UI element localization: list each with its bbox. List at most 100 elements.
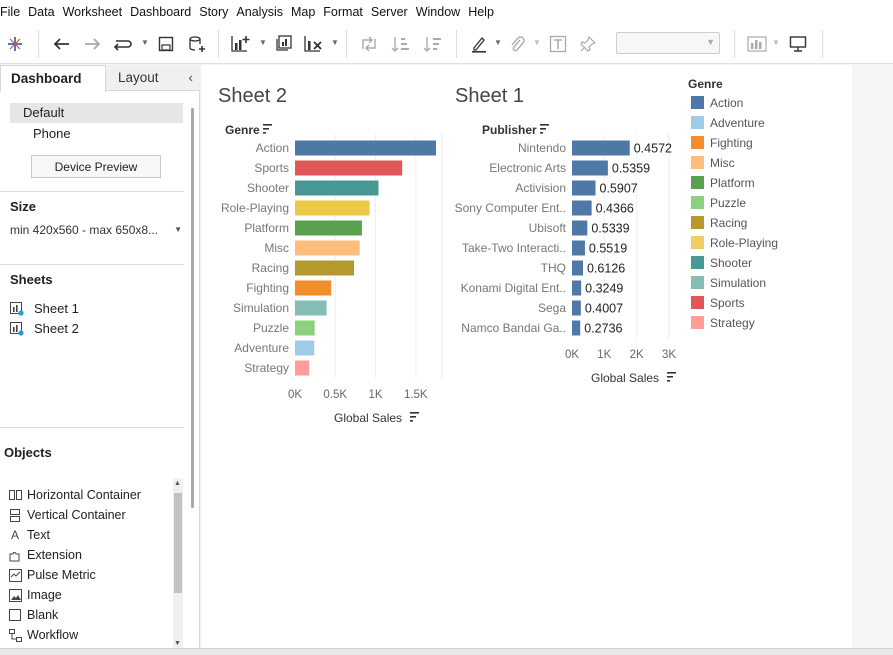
fit-dropdown[interactable]: ▼	[616, 32, 720, 54]
legend-swatch[interactable]	[691, 176, 704, 189]
bar[interactable]	[572, 160, 608, 176]
scroll-down-icon[interactable]: ▼	[174, 640, 181, 647]
sort-icon[interactable]	[540, 124, 549, 134]
category-label[interactable]: Puzzle	[253, 321, 289, 335]
bar[interactable]	[295, 280, 332, 296]
bar[interactable]	[572, 300, 581, 316]
bar[interactable]	[572, 140, 630, 156]
menu-story[interactable]: Story	[199, 5, 229, 19]
save-icon[interactable]	[155, 33, 177, 55]
object-text[interactable]: A Text	[8, 528, 50, 542]
category-label[interactable]: Racing	[252, 261, 289, 275]
bar[interactable]	[572, 240, 585, 256]
menu-data[interactable]: Data	[28, 5, 55, 19]
menu-worksheet[interactable]: Worksheet	[62, 5, 123, 19]
object-extension[interactable]: Extension	[8, 548, 82, 562]
highlight-icon[interactable]	[468, 33, 490, 55]
legend-item[interactable]: Racing	[710, 216, 747, 230]
show-me-icon[interactable]	[746, 33, 768, 55]
menu-map[interactable]: Map	[290, 5, 316, 19]
size-select[interactable]: min 420x560 - max 650x8... ▼	[10, 223, 186, 237]
tableau-logo-icon[interactable]	[4, 33, 26, 55]
legend-swatch[interactable]	[691, 96, 704, 109]
sheet1-dimension-header[interactable]: Publisher	[482, 123, 537, 137]
swap-icon[interactable]	[358, 33, 380, 55]
bar[interactable]	[295, 220, 362, 236]
legend-item[interactable]: Simulation	[710, 276, 766, 290]
new-worksheet-icon[interactable]	[230, 33, 252, 55]
category-label[interactable]: Activision	[515, 181, 566, 195]
sort-icon[interactable]	[263, 124, 272, 134]
sheet-item-2[interactable]: Sheet 2	[10, 321, 79, 336]
replay-dropdown-icon[interactable]: ▼	[141, 38, 149, 47]
highlight-dropdown-icon[interactable]: ▼	[494, 38, 502, 47]
menu-window[interactable]: Window	[415, 5, 461, 19]
category-label[interactable]: Konami Digital Ent..	[461, 281, 566, 295]
scroll-up-icon[interactable]: ▲	[174, 480, 181, 487]
category-label[interactable]: Misc	[264, 241, 289, 255]
tab-dashboard[interactable]: Dashboard	[0, 65, 106, 92]
legend-item[interactable]: Puzzle	[710, 196, 746, 210]
legend-item[interactable]: Fighting	[710, 136, 753, 150]
redo-icon[interactable]	[82, 33, 104, 55]
duplicate-sheet-icon[interactable]	[272, 33, 294, 55]
bar[interactable]	[572, 200, 592, 216]
category-label[interactable]: Adventure	[234, 341, 289, 355]
replay-icon[interactable]	[112, 33, 134, 55]
object-vertical-container[interactable]: Vertical Container	[8, 508, 126, 522]
undo-icon[interactable]	[50, 33, 72, 55]
attach-icon[interactable]	[506, 33, 528, 55]
bar[interactable]	[572, 320, 581, 336]
bar[interactable]	[295, 200, 370, 216]
category-label[interactable]: Shooter	[247, 181, 289, 195]
legend-swatch[interactable]	[691, 236, 704, 249]
bar[interactable]	[295, 180, 379, 196]
category-label[interactable]: Sports	[254, 161, 289, 175]
category-label[interactable]: Role-Playing	[221, 201, 289, 215]
legend-item[interactable]: Adventure	[710, 116, 765, 130]
bar[interactable]	[295, 140, 436, 156]
category-label[interactable]: Simulation	[233, 301, 289, 315]
device-preview-button[interactable]: Device Preview	[31, 155, 161, 178]
bar[interactable]	[572, 180, 596, 196]
sort-ascending-icon[interactable]	[390, 33, 412, 55]
category-label[interactable]: Sega	[538, 301, 566, 315]
sort-icon[interactable]	[667, 372, 676, 382]
add-datasource-icon[interactable]	[186, 33, 208, 55]
device-default[interactable]: Default	[10, 103, 183, 123]
menu-help[interactable]: Help	[468, 5, 494, 19]
category-label[interactable]: Fighting	[246, 281, 289, 295]
category-label[interactable]: THQ	[541, 261, 566, 275]
legend-item[interactable]: Misc	[710, 156, 735, 170]
legend-swatch[interactable]	[691, 216, 704, 229]
legend-item[interactable]: Role-Playing	[710, 236, 778, 250]
scrollbar-thumb[interactable]	[174, 493, 182, 593]
new-worksheet-dropdown-icon[interactable]: ▼	[259, 38, 267, 47]
sheet-item-1[interactable]: Sheet 1	[10, 301, 79, 316]
category-label[interactable]: Ubisoft	[529, 221, 567, 235]
legend-swatch[interactable]	[691, 276, 704, 289]
legend-item[interactable]: Strategy	[710, 316, 755, 330]
menu-format[interactable]: Format	[323, 5, 363, 19]
bar[interactable]	[295, 260, 355, 276]
clear-dropdown-icon[interactable]: ▼	[331, 38, 339, 47]
legend-item[interactable]: Platform	[710, 176, 755, 190]
legend-swatch[interactable]	[691, 316, 704, 329]
legend-swatch[interactable]	[691, 256, 704, 269]
bar[interactable]	[295, 340, 315, 356]
sort-descending-icon[interactable]	[422, 33, 444, 55]
show-me-dropdown-icon[interactable]: ▼	[772, 38, 780, 47]
legend-swatch[interactable]	[691, 116, 704, 129]
legend-swatch[interactable]	[691, 136, 704, 149]
attach-dropdown-icon[interactable]: ▼	[533, 38, 541, 47]
legend-item[interactable]: Shooter	[710, 256, 752, 270]
object-horizontal-container[interactable]: Horizontal Container	[8, 488, 141, 502]
object-image[interactable]: Image	[8, 588, 62, 602]
category-label[interactable]: Platform	[244, 221, 289, 235]
menu-file[interactable]: File	[0, 5, 21, 19]
bar[interactable]	[572, 260, 583, 276]
objects-scrollbar[interactable]: ▲ ▼	[173, 478, 183, 650]
sheet1-x-axis-title[interactable]: Global Sales	[591, 371, 659, 385]
device-phone[interactable]: Phone	[33, 126, 71, 141]
category-label[interactable]: Namco Bandai Ga..	[461, 321, 566, 335]
